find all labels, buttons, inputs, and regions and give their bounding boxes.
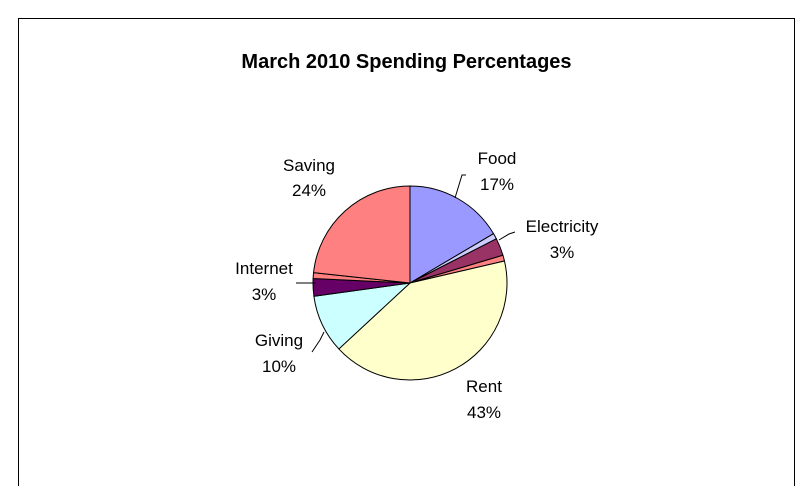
slice-percent-saving: 24%: [292, 181, 326, 200]
slice-label-rent: Rent: [466, 377, 502, 396]
slice-percent-giving: 10%: [262, 357, 296, 376]
slice-label-electricity: Electricity: [526, 217, 599, 236]
slice-label-saving: Saving: [283, 156, 335, 175]
slice-label-food: Food: [478, 149, 517, 168]
pie-slice-rent: [338, 260, 508, 381]
leader-line-electricity: [498, 231, 516, 241]
leader-lines: [296, 174, 516, 353]
slice-percent-internet: 3%: [252, 285, 277, 304]
slice-labels: Food 17% Electricity 3% Rent 43% Giving …: [235, 149, 599, 422]
pie-slice-food: [409, 185, 495, 284]
slice-label-internet: Internet: [235, 259, 293, 278]
slice-percent-food: 17%: [480, 175, 514, 194]
slice-percent-rent: 43%: [467, 403, 501, 422]
chart-title: March 2010 Spending Percentages: [241, 51, 572, 73]
pie-slice-saving: [312, 185, 411, 284]
slice-label-giving: Giving: [255, 331, 303, 350]
slice-percent-electricity: 3%: [550, 243, 575, 262]
leader-line-giving: [311, 331, 325, 353]
pie-slices: [312, 185, 508, 381]
leader-line-food: [454, 174, 466, 199]
